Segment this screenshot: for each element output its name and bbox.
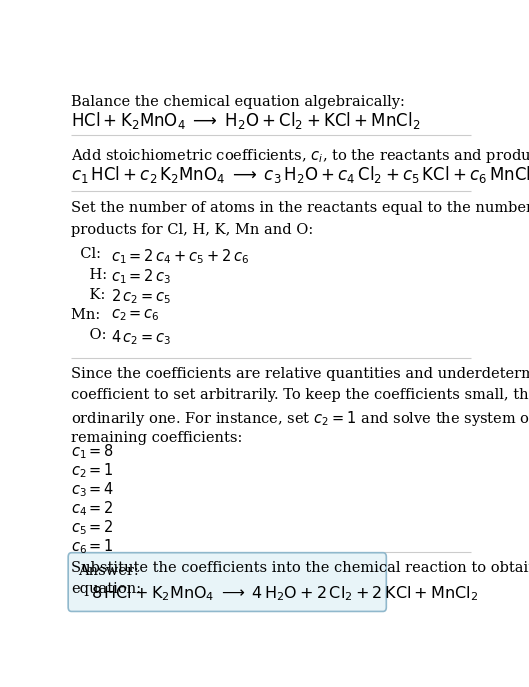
Text: $c_2 = 1$: $c_2 = 1$ [71,461,114,480]
Text: Cl:: Cl: [71,247,106,262]
Text: ordinarily one. For instance, set $c_2 = 1$ and solve the system of equations fo: ordinarily one. For instance, set $c_2 =… [71,409,529,429]
Text: Add stoichiometric coefficients, $c_i$, to the reactants and products:: Add stoichiometric coefficients, $c_i$, … [71,147,529,165]
Text: equation:: equation: [71,583,142,596]
Text: products for Cl, H, K, Mn and O:: products for Cl, H, K, Mn and O: [71,223,314,236]
Text: $c_1 = 8$: $c_1 = 8$ [71,442,115,461]
Text: $\mathrm{HCl + K_2MnO_4 \;\longrightarrow\; H_2O + Cl_2 + KCl + MnCl_2}$: $\mathrm{HCl + K_2MnO_4 \;\longrightarro… [71,110,421,131]
Text: K:: K: [71,288,111,302]
Text: coefficient to set arbitrarily. To keep the coefficients small, the arbitrary va: coefficient to set arbitrarily. To keep … [71,388,529,402]
Text: $c_2 = c_6$: $c_2 = c_6$ [111,308,160,324]
Text: Set the number of atoms in the reactants equal to the number of atoms in the: Set the number of atoms in the reactants… [71,201,529,216]
Text: Balance the chemical equation algebraically:: Balance the chemical equation algebraica… [71,95,405,109]
Text: Mn:: Mn: [71,308,105,322]
Text: $c_1\,\mathrm{HCl} + c_2\,\mathrm{K_2MnO_4} \;\longrightarrow\; c_3\,\mathrm{H_2: $c_1\,\mathrm{HCl} + c_2\,\mathrm{K_2MnO… [71,164,529,185]
Text: $c_1 = 2\,c_4 + c_5 + 2\,c_6$: $c_1 = 2\,c_4 + c_5 + 2\,c_6$ [111,247,249,266]
Text: H:: H: [71,268,112,282]
Text: $c_1 = 2\,c_3$: $c_1 = 2\,c_3$ [111,268,171,286]
Text: $c_3 = 4$: $c_3 = 4$ [71,480,115,499]
Text: $4\,c_2 = c_3$: $4\,c_2 = c_3$ [111,328,171,346]
FancyBboxPatch shape [68,553,386,611]
Text: $c_4 = 2$: $c_4 = 2$ [71,499,114,518]
Text: $c_5 = 2$: $c_5 = 2$ [71,518,114,537]
Text: Answer:: Answer: [78,564,139,578]
Text: O:: O: [71,328,112,342]
Text: $c_6 = 1$: $c_6 = 1$ [71,537,114,556]
Text: $8\,\mathrm{HCl} + \mathrm{K_2MnO_4} \;\longrightarrow\; 4\,\mathrm{H_2O} + 2\,\: $8\,\mathrm{HCl} + \mathrm{K_2MnO_4} \;\… [91,584,478,602]
Text: Since the coefficients are relative quantities and underdetermined, choose a: Since the coefficients are relative quan… [71,367,529,381]
Text: Substitute the coefficients into the chemical reaction to obtain the balanced: Substitute the coefficients into the che… [71,561,529,575]
Text: remaining coefficients:: remaining coefficients: [71,431,243,444]
Text: $2\,c_2 = c_5$: $2\,c_2 = c_5$ [111,288,171,306]
